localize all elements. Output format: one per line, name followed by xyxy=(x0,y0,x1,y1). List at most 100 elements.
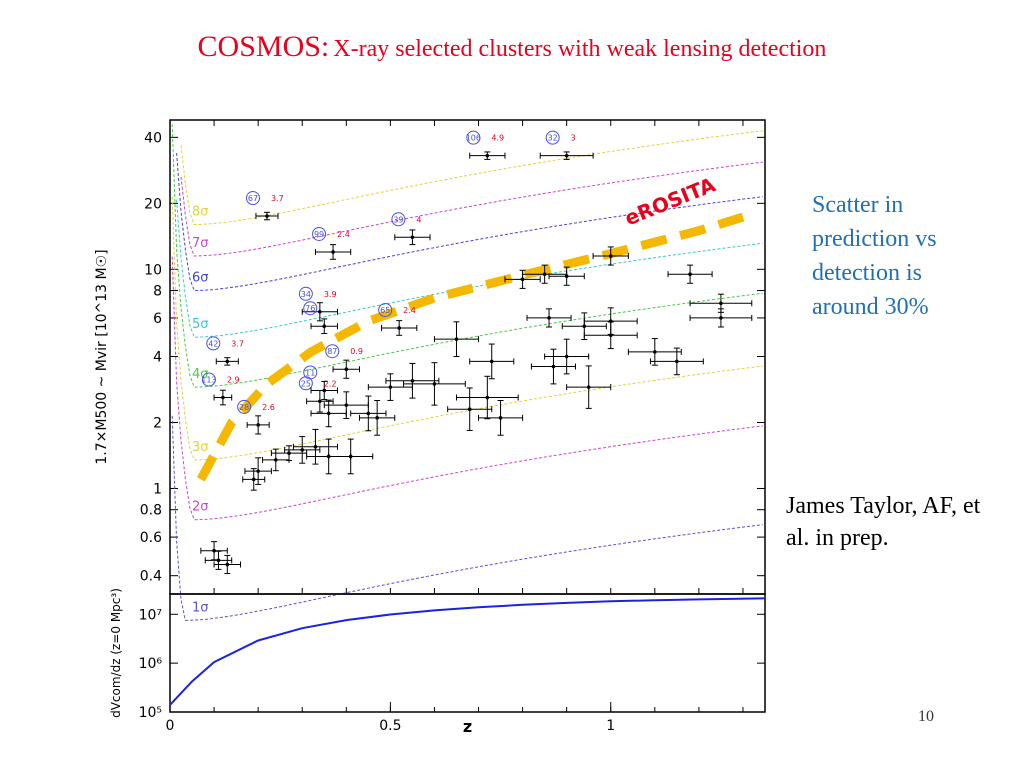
cluster-id-ring xyxy=(466,130,481,145)
data-point xyxy=(403,362,466,406)
data-point xyxy=(561,312,607,341)
data-point xyxy=(350,395,387,432)
sigma-label: 4σ xyxy=(192,367,209,382)
point-marker xyxy=(564,274,569,279)
point-marker xyxy=(318,399,322,404)
cluster-id: 11 xyxy=(305,368,315,377)
cluster-id-ring xyxy=(312,226,327,241)
point-marker xyxy=(608,333,613,338)
data-point: 76 xyxy=(303,301,338,335)
data-point xyxy=(242,468,266,491)
point-marker xyxy=(375,416,379,420)
point-marker xyxy=(432,382,437,386)
y-tick-label: 10 xyxy=(144,262,162,278)
point-marker xyxy=(485,395,490,400)
data-point xyxy=(689,308,753,328)
cluster-id-ring xyxy=(378,302,393,317)
data-point xyxy=(284,436,321,464)
data-point: 113 2.9 xyxy=(201,372,240,406)
data-point: 39 4 xyxy=(391,212,431,246)
data-point: 28 2.6 xyxy=(237,399,275,435)
cluster-id-ring xyxy=(298,286,313,301)
point-marker xyxy=(256,423,260,427)
point-marker xyxy=(322,388,327,393)
point-marker xyxy=(719,316,723,320)
point-marker xyxy=(520,277,525,282)
point-marker xyxy=(467,407,472,411)
point-marker xyxy=(485,153,490,158)
data-point xyxy=(367,373,413,401)
point-marker xyxy=(551,364,556,369)
sub-plot-frame xyxy=(169,593,766,713)
data-point: 11 xyxy=(303,365,338,401)
data-point xyxy=(478,399,524,436)
point-marker xyxy=(344,367,349,372)
point-marker xyxy=(331,250,335,254)
y-tick-label: 1 xyxy=(153,481,162,497)
point-marker xyxy=(300,448,305,452)
data-point xyxy=(310,399,347,428)
point-marker xyxy=(344,403,349,407)
sigma-curve xyxy=(176,152,763,292)
data-point xyxy=(244,457,272,485)
sigma-curve xyxy=(176,199,763,338)
erosita-limit-line xyxy=(196,212,745,482)
y-tick-label: 0.6 xyxy=(140,530,162,546)
data-point xyxy=(548,266,585,286)
point-marker xyxy=(564,354,569,359)
data-point: 32 3 xyxy=(539,130,594,160)
data-point: 87 0.9 xyxy=(325,344,363,379)
data-point xyxy=(433,321,480,358)
data-point xyxy=(270,445,308,461)
x-tick-label: 0.5 xyxy=(379,718,401,732)
cluster-sn: 2.4 xyxy=(403,306,416,315)
cluster-id: 34 xyxy=(301,290,311,299)
point-marker xyxy=(212,548,216,553)
cluster-id: 67 xyxy=(248,194,258,203)
point-marker xyxy=(287,451,291,455)
cluster-id: 28 xyxy=(239,403,249,412)
sigma-curve xyxy=(171,256,763,521)
point-marker xyxy=(410,378,415,383)
sub-y-axis-label: dVcom/dz (z=0 Mpc³) xyxy=(109,588,123,718)
data-point xyxy=(455,375,519,420)
y-tick-label: 0.4 xyxy=(140,569,162,585)
point-marker xyxy=(653,350,657,354)
cluster-id-ring xyxy=(303,301,318,316)
data-point xyxy=(627,338,682,366)
cluster-id-ring xyxy=(545,130,560,145)
point-marker xyxy=(397,326,401,330)
point-marker xyxy=(719,301,723,306)
y-tick-label: 4 xyxy=(153,350,162,366)
data-point xyxy=(522,264,568,284)
sigma-label: 5σ xyxy=(192,317,209,332)
cluster-sn: 3.7 xyxy=(231,339,244,348)
data-point xyxy=(689,293,753,313)
y-tick-label: 2 xyxy=(153,415,162,431)
author-credit: James Taylor, AF, et al. in prep. xyxy=(786,493,981,551)
data-point xyxy=(447,387,493,431)
cluster-id: 25 xyxy=(301,379,311,388)
point-marker xyxy=(225,359,230,364)
data-point xyxy=(649,347,704,376)
cluster-sn: 3.7 xyxy=(271,194,284,203)
cluster-id: 99 xyxy=(314,230,324,239)
cluster-id: 76 xyxy=(305,304,315,313)
cluster-id-ring xyxy=(206,336,221,351)
x-axis-label: z xyxy=(463,717,472,732)
data-point xyxy=(530,348,576,385)
data-point: 99 2.4 xyxy=(312,226,352,260)
sigma-label: 2σ xyxy=(192,500,209,515)
data-point: 25 2.2 xyxy=(298,376,337,413)
point-marker xyxy=(675,359,679,364)
point-marker xyxy=(326,411,331,416)
data-point xyxy=(566,365,612,409)
cluster-id-ring xyxy=(325,344,340,359)
y-tick-label: 6 xyxy=(153,311,162,327)
point-marker xyxy=(586,385,591,389)
data-point: 106 4.9 xyxy=(466,130,506,160)
sub-y-tick-label: 10⁵ xyxy=(139,705,162,721)
sigma-curve xyxy=(180,161,763,257)
cluster-id-ring xyxy=(201,372,216,387)
data-point xyxy=(328,438,374,475)
